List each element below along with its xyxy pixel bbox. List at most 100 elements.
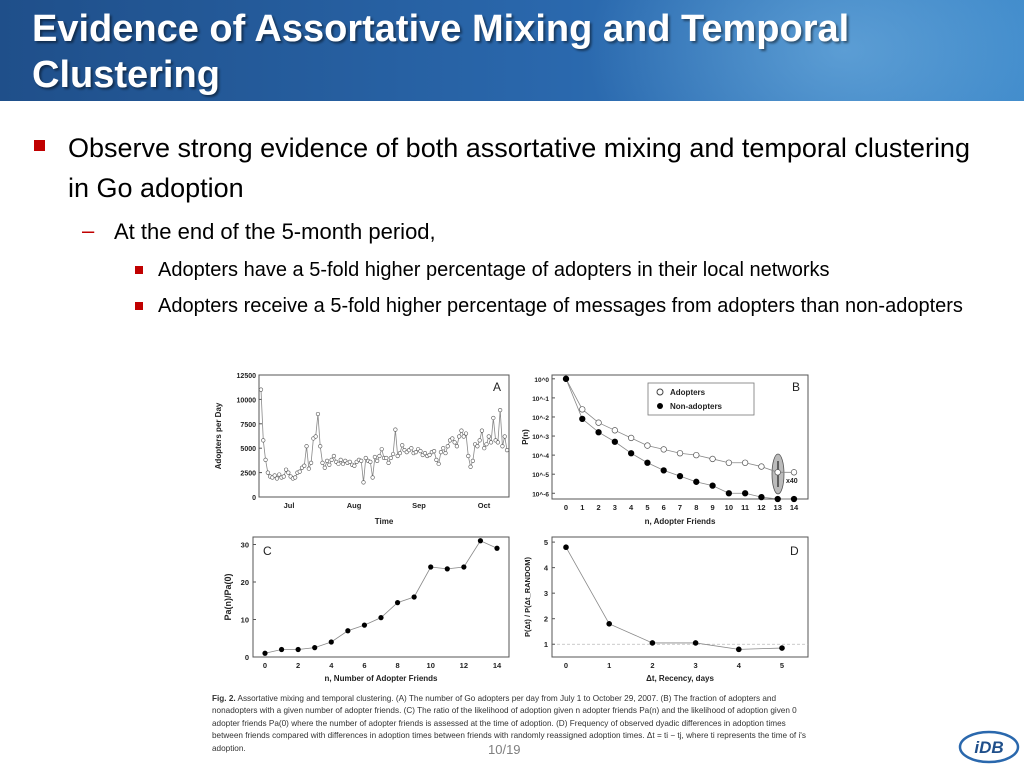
y-tick-label: 7500 bbox=[240, 422, 256, 429]
panel-b-label: B bbox=[792, 380, 800, 394]
x-tick-label: 2 bbox=[650, 661, 654, 670]
adopters-point bbox=[790, 469, 798, 476]
x-tick-label: 4 bbox=[629, 503, 634, 512]
data-point bbox=[459, 428, 464, 433]
data-point bbox=[488, 440, 494, 445]
legend-nonadopters-marker bbox=[657, 403, 663, 409]
data-point bbox=[443, 450, 448, 456]
series-line bbox=[264, 540, 498, 654]
slide-title: Evidence of Assortative Mixing and Tempo… bbox=[32, 8, 850, 96]
x-tick-label: 3 bbox=[694, 661, 698, 670]
panel-c-ylabel: Pa(n)/Pa(0) bbox=[223, 573, 233, 620]
legend-nonadopters: Non-adopters bbox=[670, 402, 723, 411]
y-tick-label: 10000 bbox=[237, 397, 257, 404]
x-tick-label: Aug bbox=[347, 501, 362, 510]
data-point bbox=[394, 600, 401, 606]
data-point bbox=[500, 444, 505, 449]
y-tick-label: 0 bbox=[252, 495, 256, 502]
panel-a-label: A bbox=[493, 380, 501, 394]
data-point bbox=[295, 646, 301, 653]
panel-a-chart: A 0 2500 5000 7500 10000 12500 Jul Aug Sep Oct A… bbox=[214, 373, 510, 526]
panel-b-xlabel: n, Adopter Friends bbox=[645, 517, 716, 526]
bullet-main: Observe strong evidence of both assortat… bbox=[68, 133, 970, 203]
data-point bbox=[450, 436, 455, 441]
x-tick-label: Jul bbox=[284, 501, 295, 510]
data-point bbox=[504, 448, 510, 453]
panel-c-chart: C 0 10 20 30 0 2 4 6 8 10 12 14 Pa(n)/Pa(0) n, Num… bbox=[223, 536, 510, 683]
panel-b-annotation: x40 bbox=[786, 478, 798, 485]
data-point bbox=[372, 454, 377, 460]
data-point bbox=[479, 428, 485, 433]
caption-text: Assortative mixing and temporal clusteri… bbox=[212, 694, 806, 753]
adopters-point bbox=[660, 446, 667, 453]
adopters-point bbox=[611, 427, 619, 434]
y-tick-label: 1 bbox=[544, 640, 548, 649]
panel-d-xlabel: Δt, Recency, days bbox=[646, 674, 714, 683]
data-point bbox=[377, 453, 382, 459]
data-point bbox=[438, 450, 444, 455]
data-point bbox=[736, 646, 742, 653]
data-point bbox=[304, 444, 309, 449]
data-point bbox=[502, 434, 507, 439]
y-tick-label: 10^-5 bbox=[532, 471, 549, 479]
data-point bbox=[441, 446, 446, 451]
y-tick-label: 10^-3 bbox=[532, 433, 549, 441]
data-point bbox=[322, 465, 327, 470]
adopters-point bbox=[725, 459, 733, 466]
data-point bbox=[606, 621, 612, 627]
nonadopters-point bbox=[774, 495, 781, 503]
x-tick-label: 13 bbox=[774, 503, 782, 512]
data-point bbox=[482, 446, 487, 451]
x-tick-label: 8 bbox=[694, 503, 698, 512]
page-number: 10/19 bbox=[488, 742, 521, 757]
x-tick-label: 2 bbox=[596, 503, 600, 512]
idb-logo-icon: iDB bbox=[958, 730, 1020, 764]
title-bar: Evidence of Assortative Mixing and Tempo… bbox=[0, 0, 1024, 101]
panel-b-legend bbox=[647, 382, 755, 416]
data-point bbox=[468, 464, 473, 469]
data-point bbox=[427, 452, 432, 458]
data-point bbox=[324, 458, 330, 463]
x-tick-label: Sep bbox=[412, 501, 426, 510]
sub-sub-bullet-2: Adopters receive a 5-fold higher percent… bbox=[158, 295, 963, 317]
nonadopters-point bbox=[676, 472, 684, 480]
data-point bbox=[413, 450, 418, 455]
x-tick-label: 4 bbox=[329, 661, 334, 670]
x-tick-label: 1 bbox=[607, 661, 611, 670]
data-point bbox=[470, 458, 475, 463]
adopters-point bbox=[595, 419, 602, 426]
data-point bbox=[563, 544, 569, 551]
x-tick-label: 3 bbox=[613, 503, 617, 512]
nonadopters-point bbox=[741, 490, 749, 497]
data-point bbox=[274, 476, 280, 481]
panel-d-chart: D 1 2 3 4 5 0 1 2 3 4 5 P(Δt) / P(Δt_RANDOM) Δt, … bbox=[523, 536, 809, 683]
data-point bbox=[318, 444, 323, 449]
data-point bbox=[779, 645, 785, 651]
y-tick-label: 20 bbox=[241, 578, 249, 587]
logo-text: iDB bbox=[974, 738, 1003, 757]
data-point bbox=[463, 431, 469, 436]
data-point bbox=[411, 594, 417, 600]
data-point bbox=[315, 411, 321, 417]
panel-c-xlabel: n, Number of Adopter Friends bbox=[324, 674, 438, 683]
legend-adopters: Adopters bbox=[670, 388, 706, 397]
y-tick-label: 10^-4 bbox=[532, 452, 549, 460]
data-point bbox=[461, 434, 466, 439]
adopters-point bbox=[627, 434, 635, 442]
nonadopters-point bbox=[790, 495, 798, 503]
data-point bbox=[397, 450, 403, 456]
y-tick-label: 5 bbox=[544, 538, 548, 547]
data-point bbox=[347, 459, 352, 464]
nonadopters-point bbox=[709, 482, 716, 489]
data-point bbox=[375, 458, 380, 463]
nonadopters-point bbox=[660, 467, 667, 474]
data-point bbox=[445, 444, 450, 449]
y-tick-label: 10^-1 bbox=[532, 395, 549, 403]
data-point bbox=[400, 443, 405, 448]
nonadopters-point bbox=[693, 478, 700, 485]
data-point bbox=[361, 480, 366, 485]
x-tick-label: 0 bbox=[564, 503, 568, 512]
adopters-point bbox=[741, 459, 749, 466]
y-tick-label: 4 bbox=[544, 564, 549, 573]
